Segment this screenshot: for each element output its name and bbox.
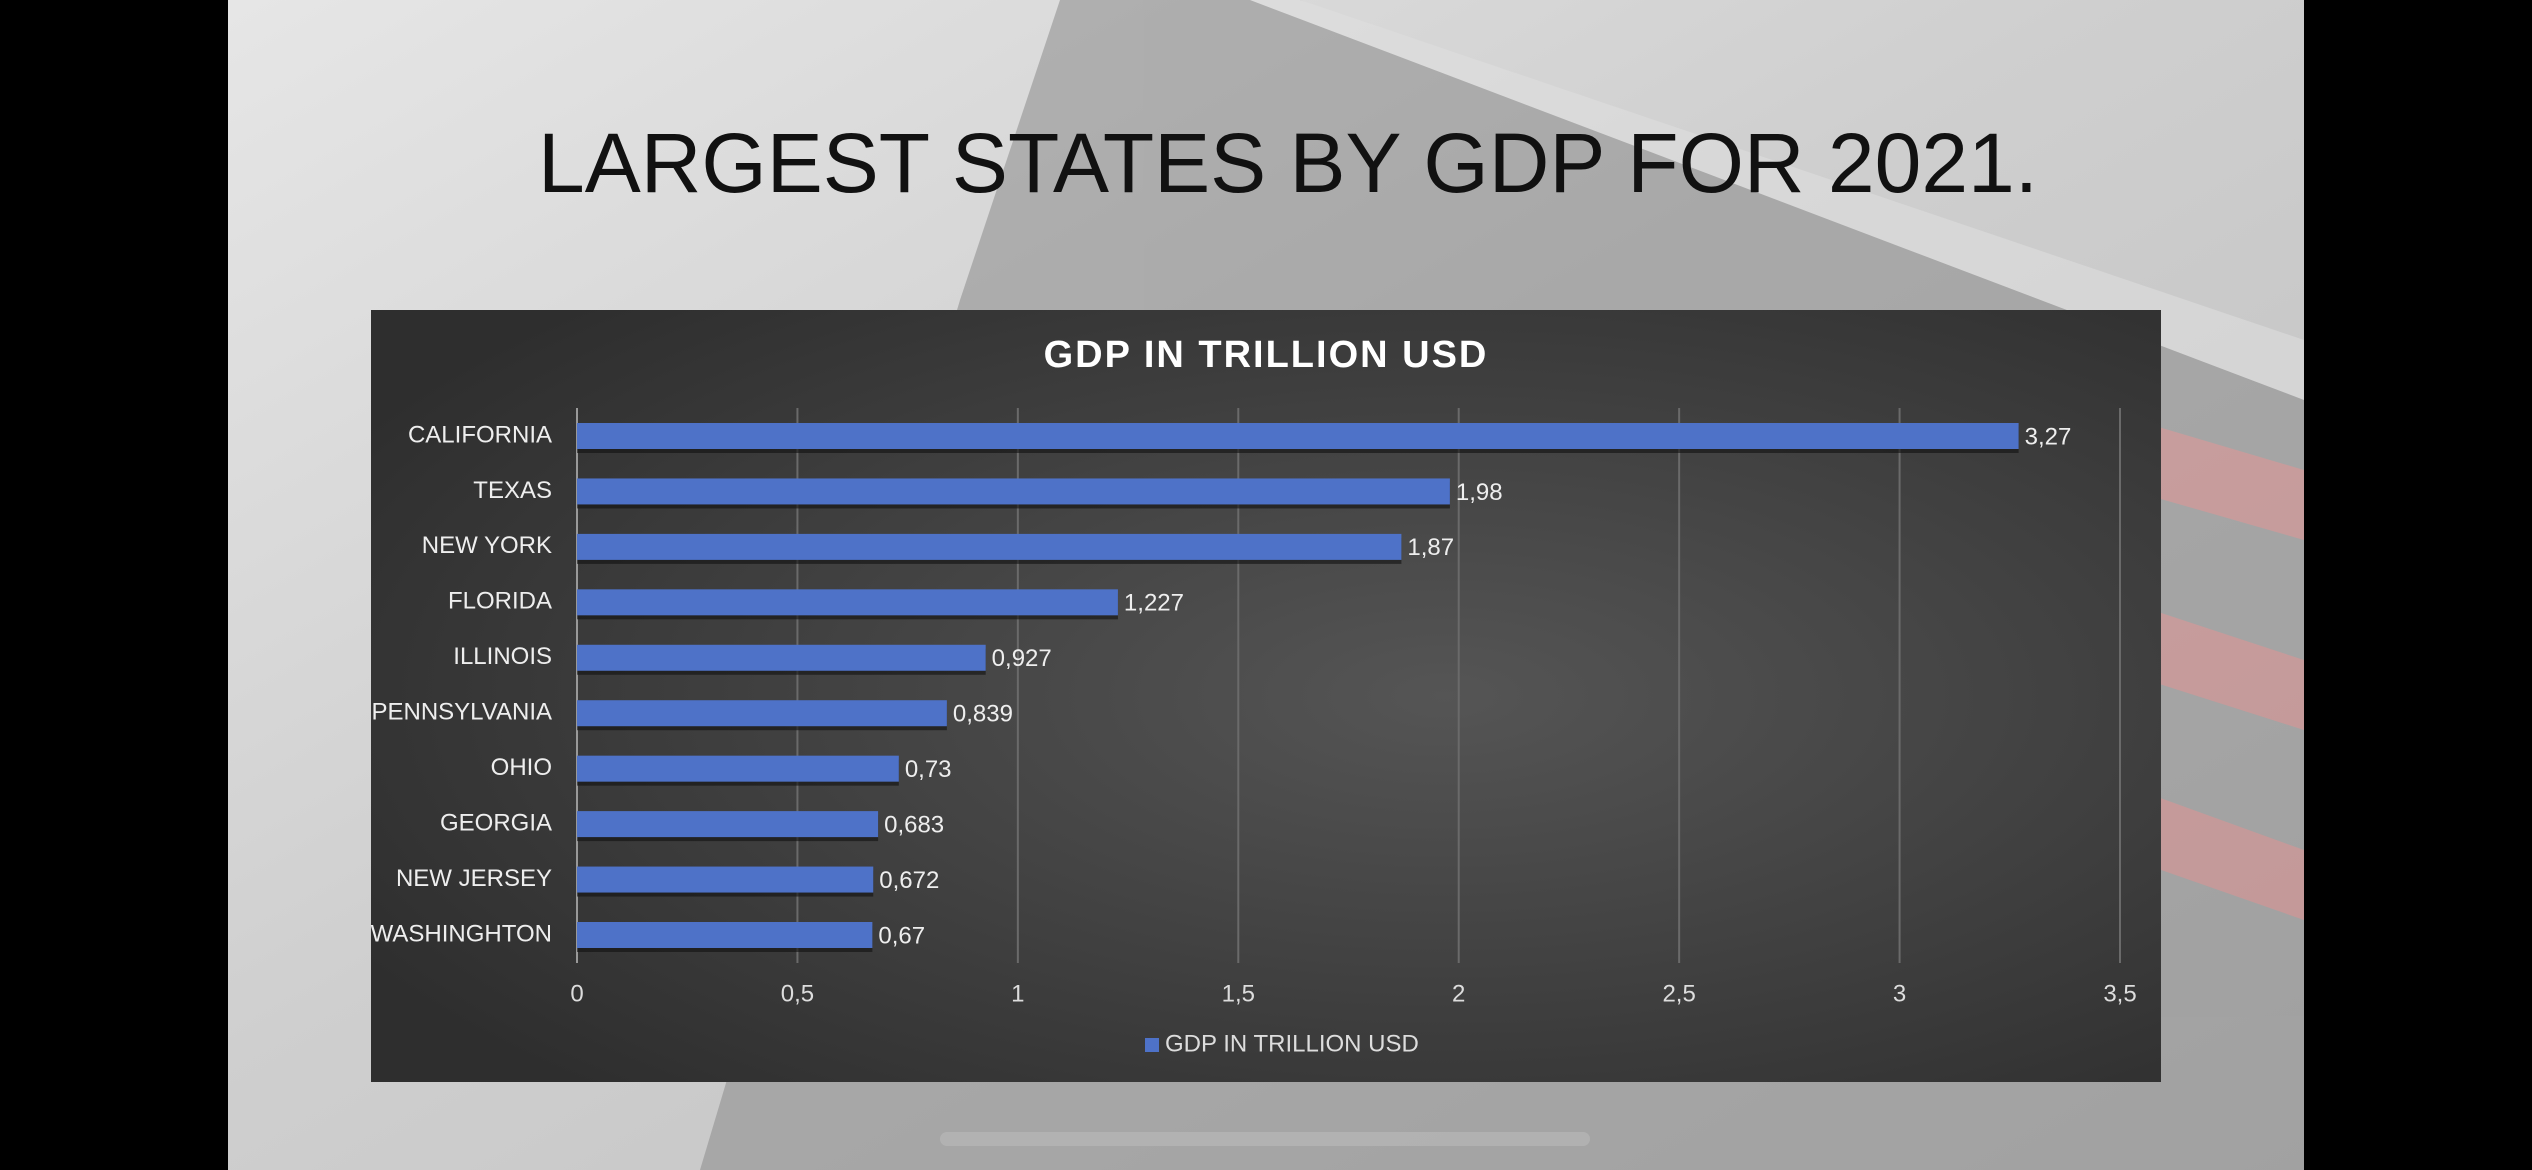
bar xyxy=(577,811,879,838)
data-label: 1,98 xyxy=(1456,479,1503,506)
y-tick-label: GEORGIA xyxy=(440,809,552,836)
bar xyxy=(577,533,1402,560)
y-tick-label: NEW YORK xyxy=(422,532,552,559)
data-label: 0,839 xyxy=(953,701,1013,728)
y-tick-label: OHIO xyxy=(491,754,552,781)
data-label: 3,27 xyxy=(2025,423,2072,450)
bar xyxy=(577,866,874,893)
bar xyxy=(577,700,947,727)
bar xyxy=(577,423,2019,449)
x-tick-label: 0,5 xyxy=(781,980,814,1007)
legend-label: GDP IN TRILLION USD xyxy=(1165,1030,1419,1057)
y-tick-label: ILLINOIS xyxy=(453,643,552,670)
legend-swatch xyxy=(1145,1038,1159,1052)
data-label: 1,227 xyxy=(1124,590,1184,617)
y-tick-label: FLORIDA xyxy=(448,588,552,615)
x-tick-label: 0 xyxy=(570,980,583,1007)
x-tick-label: 2,5 xyxy=(1662,980,1695,1007)
data-label: 0,73 xyxy=(905,756,952,783)
x-tick-label: 3,5 xyxy=(2103,980,2136,1007)
x-tick-label: 3 xyxy=(1893,980,1906,1007)
data-label: 0,672 xyxy=(879,867,939,894)
data-label: 0,683 xyxy=(884,811,944,838)
bar xyxy=(577,755,899,782)
x-tick-label: 2 xyxy=(1452,980,1465,1007)
y-tick-label: NEW JERSEY xyxy=(396,865,552,892)
bar xyxy=(577,644,986,671)
data-label: 0,67 xyxy=(878,922,925,949)
x-tick-label: 1 xyxy=(1011,980,1024,1007)
y-tick-label: CALIFORNIA xyxy=(408,421,552,448)
data-label: 0,927 xyxy=(992,645,1052,672)
y-tick-label: PENNSYLVANIA xyxy=(371,699,552,726)
bar xyxy=(577,589,1118,616)
x-tick-label: 1,5 xyxy=(1222,980,1255,1007)
y-tick-label: TEXAS xyxy=(473,477,552,504)
data-label: 1,87 xyxy=(1407,534,1454,561)
y-tick-label: WASHINGHTON xyxy=(371,920,552,947)
bar xyxy=(577,922,873,948)
bar xyxy=(577,478,1450,505)
scrollbar xyxy=(940,1132,1590,1146)
slide-title: LARGEST STATES BY GDP FOR 2021. xyxy=(538,116,2038,210)
chart-title: GDP IN TRILLION USD xyxy=(1044,334,1489,376)
